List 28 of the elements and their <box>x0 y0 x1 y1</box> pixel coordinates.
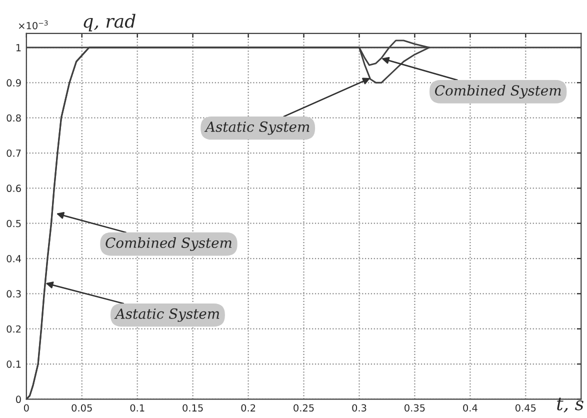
annotation: Combined System <box>106 237 232 251</box>
x-tick-label: 0.35 <box>404 404 425 412</box>
x-tick-label: 0.2 <box>241 404 256 412</box>
annotation: Astatic System <box>114 308 220 322</box>
y-tick-label: 0.8 <box>6 114 21 122</box>
x-tick-label: 0.1 <box>130 404 144 412</box>
y-axis-title: q, rad <box>84 14 136 32</box>
x-tick-label: 0 <box>24 404 29 412</box>
x-tick-label: 0.45 <box>515 404 536 412</box>
y-tick-label: 0 <box>16 396 21 404</box>
y-tick-label: 0.1 <box>6 360 21 368</box>
annotation: Combined System <box>435 84 561 99</box>
y-tick-label: 0.5 <box>6 220 21 228</box>
annotation: Astatic System <box>204 121 310 135</box>
y-tick-label: 0.7 <box>6 149 21 157</box>
x-tick-label: 0.05 <box>72 404 92 412</box>
x-axis-title: t, s <box>557 398 584 413</box>
y-tick-label: 0.3 <box>6 290 21 298</box>
y-tick-label: 0.4 <box>6 254 22 262</box>
y-tick-label: 0.6 <box>6 184 21 192</box>
x-tick-label: 0.25 <box>294 404 314 412</box>
y-tick-label: 1 <box>16 44 21 52</box>
x-tick-label: 0.15 <box>182 404 203 412</box>
y-tick-label: 0.2 <box>6 325 21 333</box>
text: ×10$^{−3}$ <box>18 20 48 30</box>
y-tick-label: 0.9 <box>6 79 21 87</box>
x-tick-label: 0.3 <box>352 404 366 412</box>
x-tick-label: 0.4 <box>463 404 478 412</box>
